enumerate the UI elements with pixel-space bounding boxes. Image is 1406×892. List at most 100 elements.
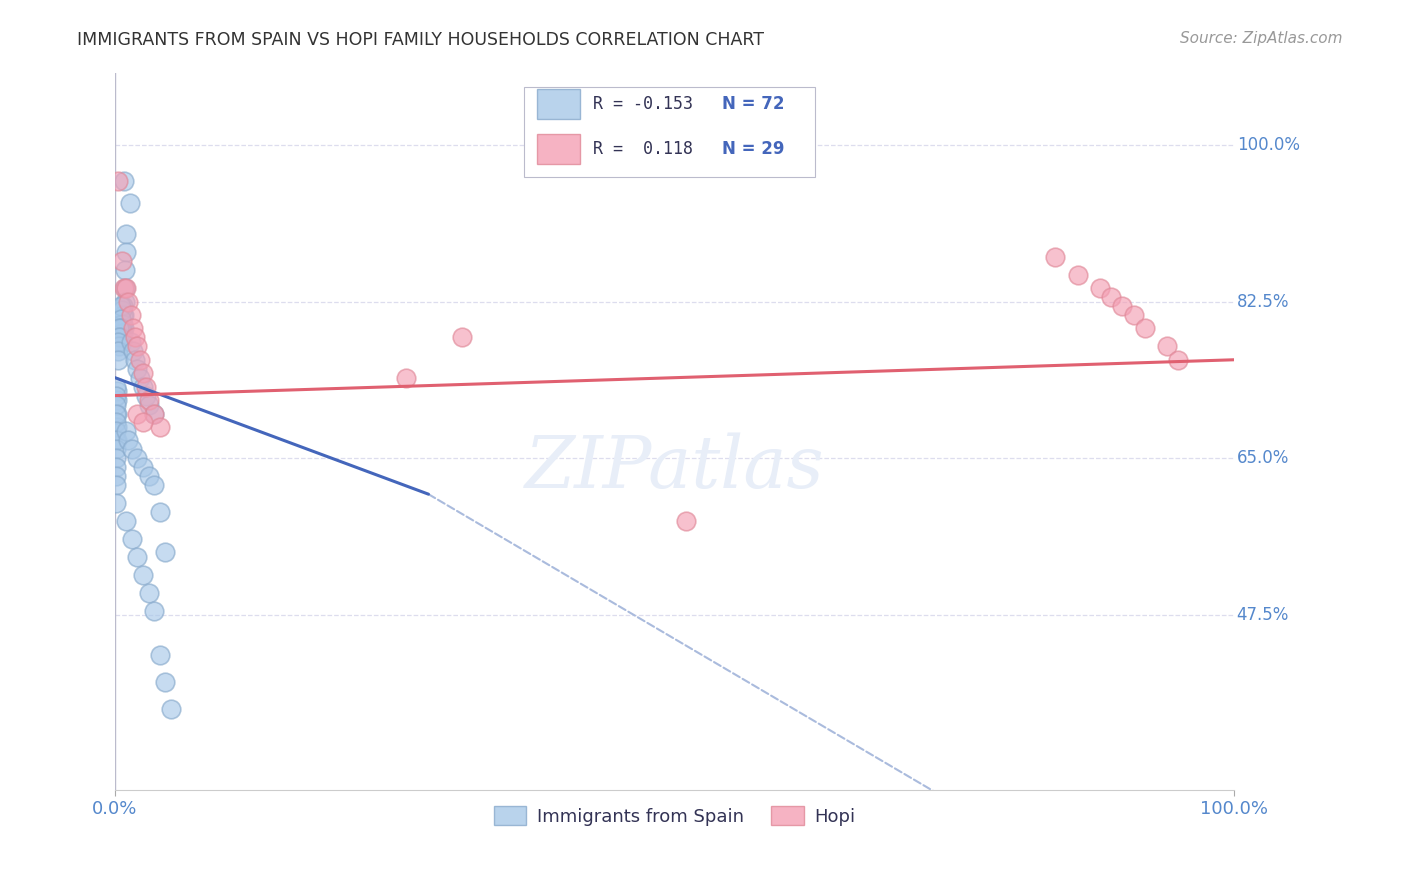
Point <box>135 379 157 393</box>
Bar <box>537 134 579 164</box>
Point <box>127 451 149 466</box>
Point <box>105 388 128 402</box>
Point <box>121 442 143 457</box>
Point <box>107 343 129 358</box>
Point <box>132 416 155 430</box>
Point <box>149 505 172 519</box>
Point <box>105 407 128 421</box>
Point <box>111 303 134 318</box>
Point <box>115 245 138 260</box>
Point <box>120 308 142 322</box>
Point <box>105 460 128 475</box>
Point <box>114 281 136 295</box>
Point <box>124 330 146 344</box>
Y-axis label: Family Households: Family Households <box>0 354 8 509</box>
FancyBboxPatch shape <box>523 87 814 177</box>
Text: 65.0%: 65.0% <box>1237 450 1289 467</box>
Point <box>105 393 128 408</box>
Point <box>110 299 132 313</box>
Text: R =  0.118: R = 0.118 <box>593 140 693 158</box>
Point <box>127 339 149 353</box>
Point <box>115 227 138 242</box>
Point <box>107 352 129 367</box>
Point <box>143 407 166 421</box>
Point <box>1099 290 1122 304</box>
Point <box>111 308 134 322</box>
Point <box>1111 299 1133 313</box>
Point <box>132 460 155 475</box>
Point <box>143 407 166 421</box>
Text: R = -0.153: R = -0.153 <box>593 95 693 113</box>
Point <box>395 370 418 384</box>
Point <box>107 173 129 187</box>
Point <box>138 398 160 412</box>
Point <box>160 702 183 716</box>
Point <box>105 451 128 466</box>
Point <box>105 469 128 483</box>
Point <box>112 173 135 187</box>
Point <box>132 366 155 380</box>
Point <box>105 379 128 393</box>
Point <box>122 321 145 335</box>
Point <box>118 195 141 210</box>
Point <box>112 281 135 295</box>
Point <box>111 317 134 331</box>
Point <box>111 334 134 349</box>
Text: N = 72: N = 72 <box>721 95 785 113</box>
Point <box>111 299 134 313</box>
Point <box>1067 268 1090 282</box>
Point <box>122 343 145 358</box>
Point <box>105 425 128 439</box>
Point <box>143 478 166 492</box>
Point <box>112 321 135 335</box>
Point <box>1133 321 1156 335</box>
Point <box>108 330 131 344</box>
Point <box>135 388 157 402</box>
Point <box>105 496 128 510</box>
Point <box>143 604 166 618</box>
Point <box>155 675 177 690</box>
Text: 82.5%: 82.5% <box>1237 293 1289 310</box>
Point <box>138 586 160 600</box>
Text: Source: ZipAtlas.com: Source: ZipAtlas.com <box>1180 31 1343 46</box>
Point <box>111 254 134 268</box>
Point <box>111 326 134 340</box>
Text: 100.0%: 100.0% <box>1237 136 1299 153</box>
Point <box>105 478 128 492</box>
Legend: Immigrants from Spain, Hopi: Immigrants from Spain, Hopi <box>485 797 865 835</box>
Point <box>1156 339 1178 353</box>
Point <box>124 352 146 367</box>
Point <box>112 308 135 322</box>
Point <box>105 384 128 398</box>
Point <box>115 425 138 439</box>
Point <box>105 407 128 421</box>
Point <box>128 370 150 384</box>
Point <box>105 420 128 434</box>
Point <box>105 434 128 448</box>
Text: 47.5%: 47.5% <box>1237 607 1289 624</box>
Point <box>110 312 132 326</box>
Point <box>114 263 136 277</box>
Point <box>117 434 139 448</box>
Point <box>105 442 128 457</box>
Point <box>1088 281 1111 295</box>
Bar <box>537 89 579 120</box>
Point <box>111 326 134 340</box>
Point <box>110 321 132 335</box>
Point <box>132 567 155 582</box>
Point <box>115 281 138 295</box>
Point <box>108 321 131 335</box>
Point <box>120 334 142 349</box>
Point <box>105 416 128 430</box>
Point <box>1167 352 1189 367</box>
Point <box>155 545 177 559</box>
Point <box>127 549 149 564</box>
Point <box>110 330 132 344</box>
Point <box>451 330 474 344</box>
Point <box>107 334 129 349</box>
Point <box>138 393 160 408</box>
Text: N = 29: N = 29 <box>721 140 785 158</box>
Point <box>132 379 155 393</box>
Point <box>111 317 134 331</box>
Point <box>675 514 697 528</box>
